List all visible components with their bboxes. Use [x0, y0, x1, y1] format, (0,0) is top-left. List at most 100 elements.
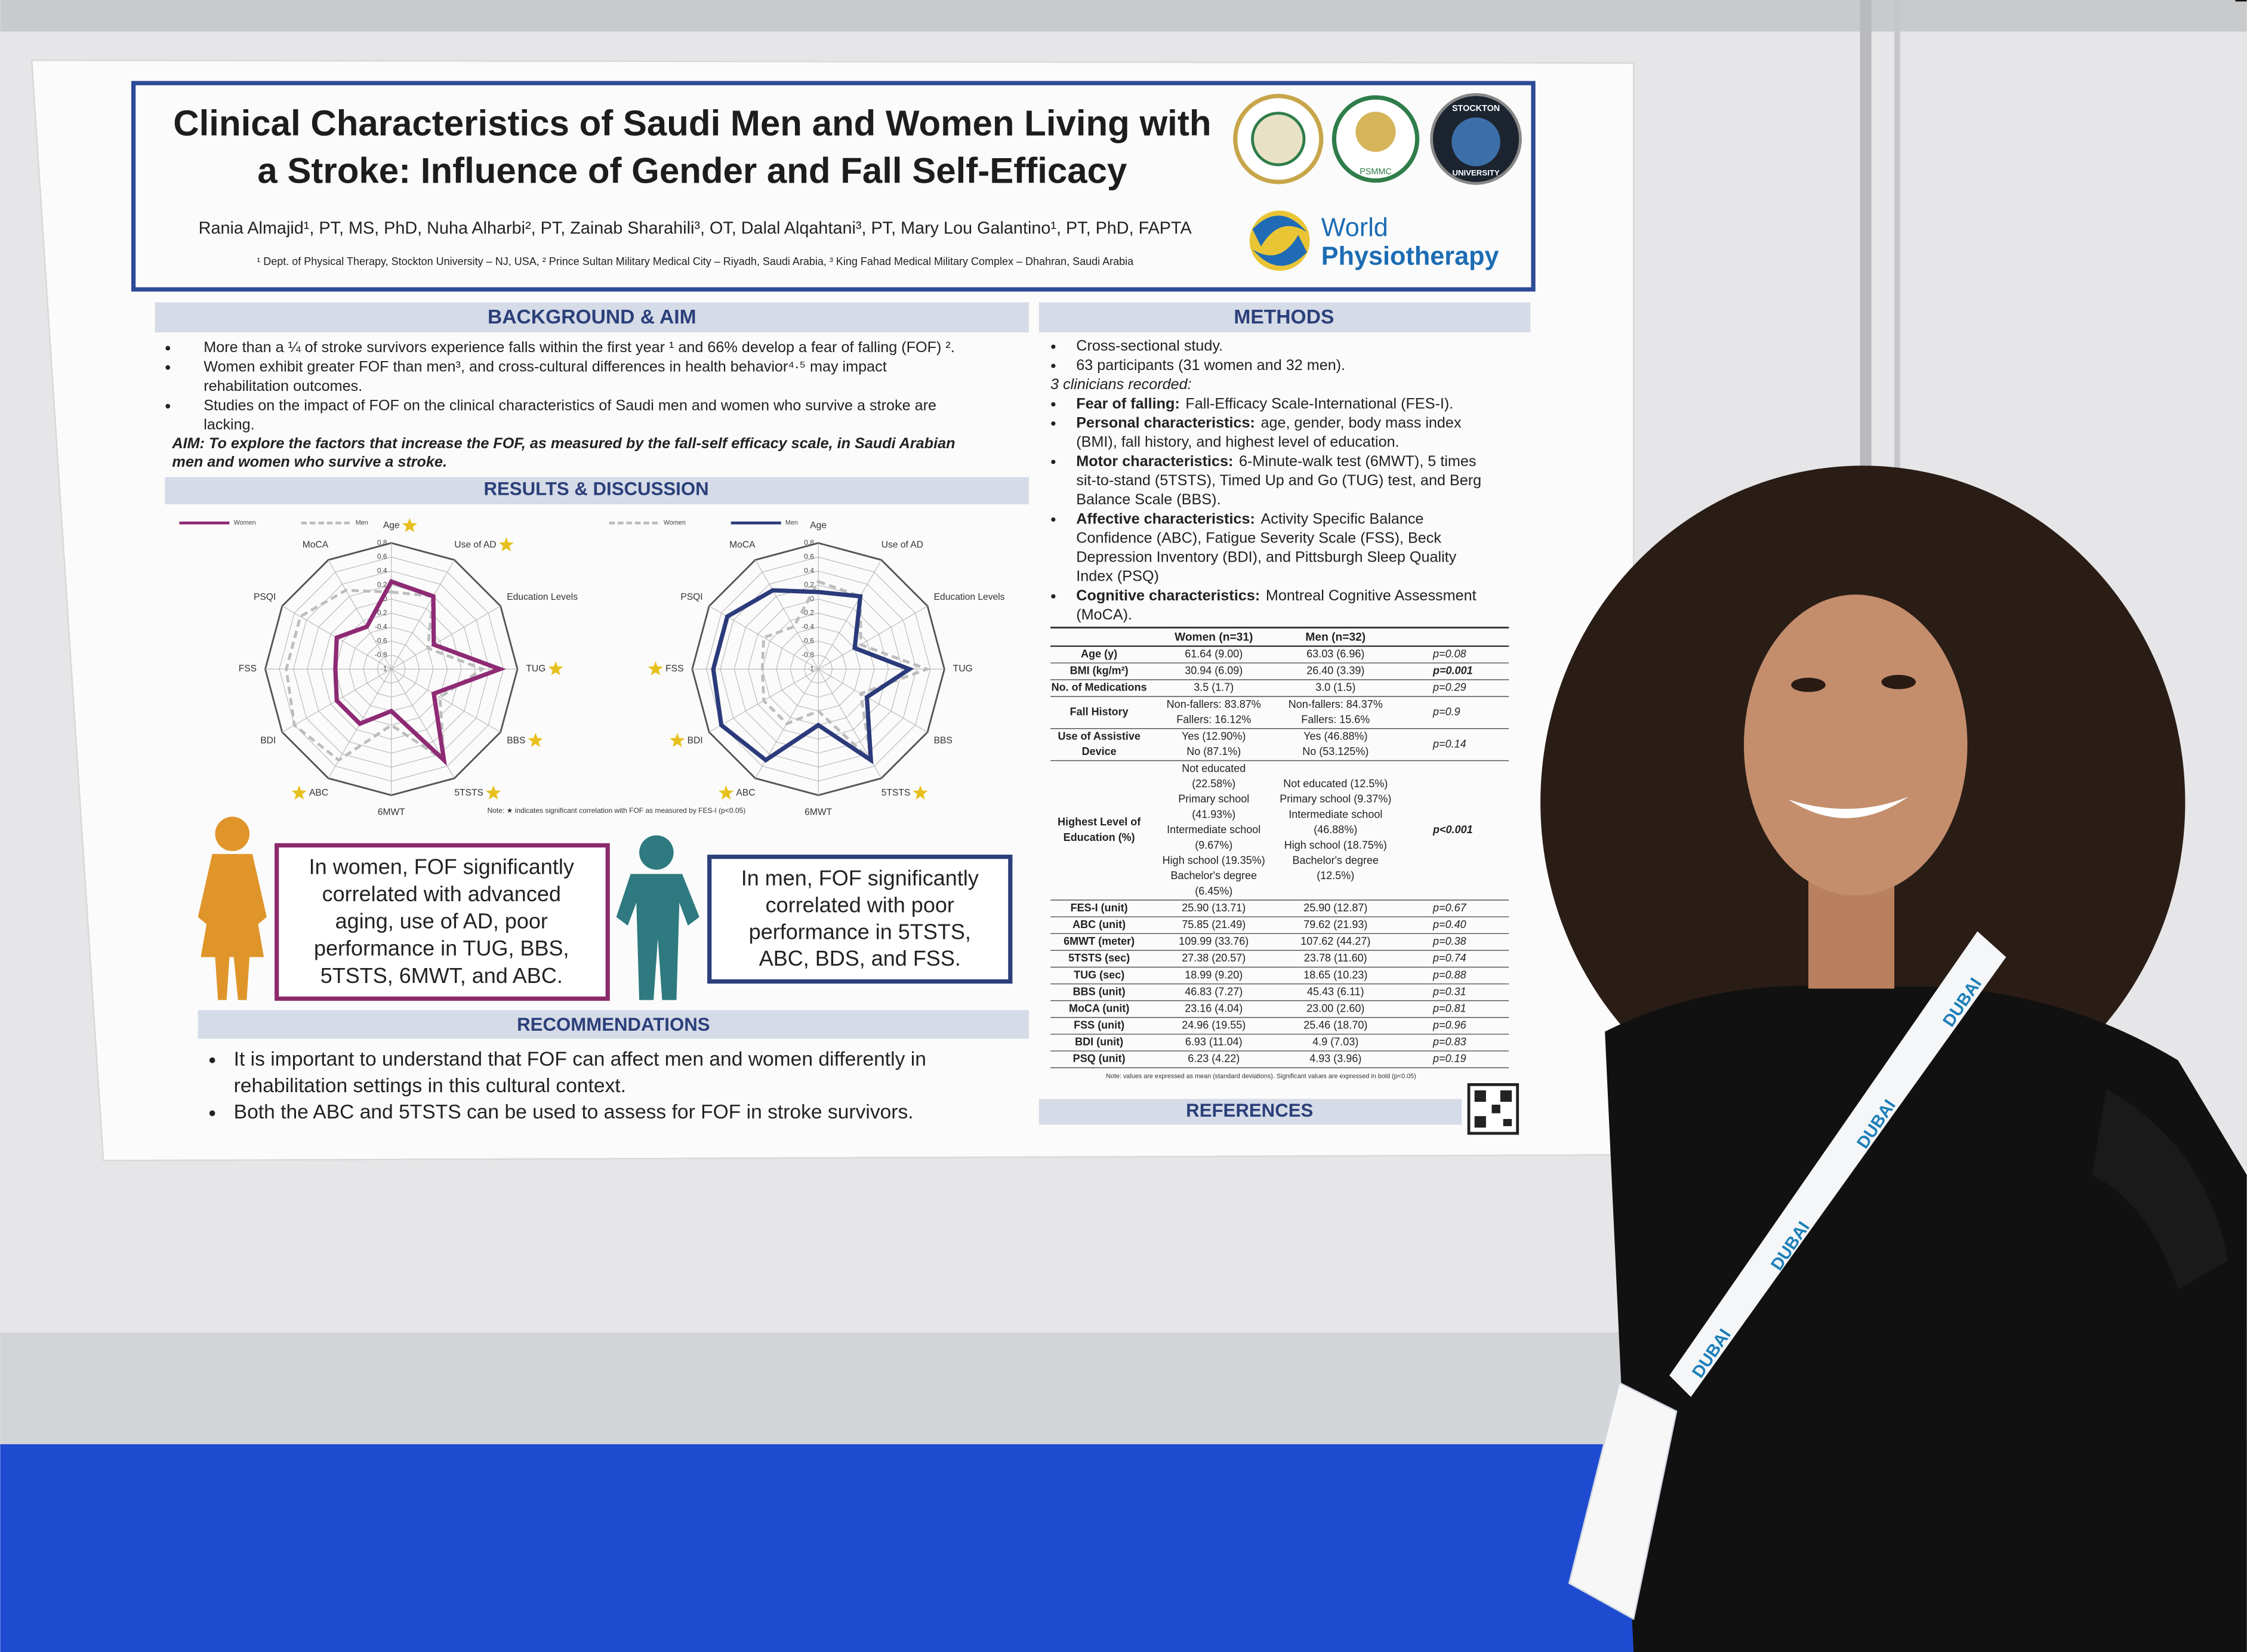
section-heading: BACKGROUND & AIM	[488, 306, 696, 328]
badge	[1568, 1381, 1678, 1620]
cell: Intermediate school	[1167, 824, 1260, 836]
qr	[1503, 1118, 1512, 1126]
finding-text: correlated with poor	[766, 892, 954, 917]
p-value: p=0.81	[1432, 1002, 1466, 1014]
axis-label: BBS	[934, 735, 953, 745]
axis-label: FSS	[239, 664, 257, 674]
cell: Fallers: 16.12%	[1176, 713, 1251, 725]
table-note: Note: values are expressed as mean (stan…	[1106, 1072, 1416, 1080]
axis-label: MoCA	[729, 540, 756, 550]
method-text: Montreal Cognitive Assessment	[1266, 587, 1477, 604]
section-bar	[1038, 302, 1531, 332]
bullet-text: lacking.	[204, 417, 254, 433]
title: Clinical Characteristics of Saudi Men an…	[173, 103, 1211, 143]
axis-label: 6MWT	[378, 807, 405, 817]
cell: 79.62 (21.93)	[1303, 919, 1367, 930]
axis-label: BDI	[260, 735, 276, 745]
section-heading: REFERENCES	[1186, 1100, 1313, 1121]
title: a Stroke: Influence of Gender and Fall S…	[257, 150, 1127, 190]
cell: Primary school (9.37%)	[1280, 793, 1391, 805]
bullet	[1051, 363, 1056, 368]
method-line: Balance Scale (BBS).	[1076, 491, 1220, 508]
table-header: Men (n=32)	[1305, 631, 1366, 643]
finding-text: In women, FOF significantly	[309, 854, 574, 879]
table-header: Women (n=31)	[1175, 631, 1253, 643]
cell: Bachelor's degree	[1170, 870, 1257, 882]
bullet-text: Both the ABC and 5TSTS can be used to as…	[234, 1101, 914, 1123]
logo-text: PSMMC	[1360, 167, 1392, 177]
p-value: p=0.38	[1432, 935, 1466, 947]
method-label: Affective characteristics:	[1076, 510, 1255, 527]
spoke	[391, 668, 501, 733]
silhouette	[215, 816, 250, 852]
woman-silhouette	[198, 816, 267, 1000]
cell: Yes (46.88%)	[1303, 731, 1367, 742]
sleeve	[2092, 1089, 2228, 1290]
eye	[1881, 674, 1916, 689]
axis-label: BBS	[507, 735, 525, 745]
finding-text: correlated with advanced	[322, 882, 561, 906]
axis-label: PSQI	[254, 592, 276, 602]
method-line: Depression Inventory (BDI), and Pittsbur…	[1076, 548, 1456, 565]
star	[913, 785, 928, 800]
aim: AIM: To explore the factors that increas…	[171, 435, 955, 452]
finding-text: performance in TUG, BBS,	[314, 936, 569, 960]
method-line: (MoCA).	[1076, 606, 1132, 623]
method-line: Motor characteristics: 6-Minute-walk test…	[1076, 453, 1476, 470]
radial-tick-label: 0.8	[804, 538, 814, 547]
bullet	[1051, 421, 1056, 426]
spoke	[391, 605, 501, 670]
qr	[1491, 1104, 1500, 1114]
spoke	[818, 559, 882, 670]
row-label: BMI (kg/m²)	[1070, 665, 1129, 677]
p-value: p=0.9	[1432, 706, 1460, 718]
legend-label: Women	[234, 519, 256, 526]
bullet-text: Studies on the impact of FOF on the clin…	[204, 397, 936, 414]
bullet	[1051, 402, 1056, 407]
bullet	[1051, 344, 1056, 349]
row-label: BDI (unit)	[1075, 1036, 1123, 1048]
cell: (6.45%)	[1195, 885, 1232, 897]
cell: Primary school	[1178, 793, 1249, 805]
bullet	[1051, 594, 1056, 599]
bullet-text: It is important to understand that FOF c…	[234, 1048, 926, 1070]
row-label: Device	[1082, 745, 1117, 757]
finding-text: In men, FOF significantly	[741, 866, 979, 890]
spoke	[328, 559, 392, 670]
logo	[1355, 112, 1396, 152]
bullet	[209, 1110, 215, 1117]
cell: 109.99 (33.76)	[1179, 935, 1249, 947]
axis-label: MoCA	[303, 540, 329, 550]
cell: 25.46 (18.70)	[1303, 1019, 1367, 1031]
row-label: 6MWT (meter)	[1064, 935, 1135, 947]
row-label: BBS (unit)	[1073, 985, 1126, 997]
star	[498, 537, 514, 551]
logo-text: UNIVERSITY	[1453, 168, 1500, 177]
cell: Intermediate school	[1289, 808, 1382, 820]
method-line: Cross-sectional study.	[1076, 338, 1223, 355]
axis-label: Age	[383, 520, 400, 531]
p-value: p=0.31	[1432, 985, 1466, 997]
method-label: Cognitive characteristics:	[1076, 587, 1260, 604]
cell: 107.62 (44.27)	[1300, 935, 1370, 947]
cell: 27.38 (20.57)	[1182, 952, 1246, 964]
cell: 3.5 (1.7)	[1194, 682, 1234, 694]
radial-tick-label: -0.2	[802, 608, 814, 617]
bullet	[1051, 517, 1056, 522]
method-text: Fall-Efficacy Scale-International (FES-I…	[1185, 395, 1453, 412]
star	[648, 661, 663, 676]
cell: Non-fallers: 84.37%	[1289, 698, 1383, 710]
row-label: Education (%)	[1064, 831, 1135, 843]
row-label: TUG (sec)	[1074, 969, 1124, 981]
logo	[1451, 117, 1500, 167]
cell: 23.16 (4.04)	[1185, 1002, 1243, 1014]
finding-text: 5TSTS, 6MWT, and ABC.	[320, 963, 563, 988]
women-box	[275, 843, 610, 1001]
cell: 4.9 (7.03)	[1312, 1036, 1358, 1048]
method-line: Cognitive characteristics: Montreal Cogni…	[1076, 587, 1476, 604]
cell: Non-fallers: 83.87%	[1167, 698, 1261, 710]
edge	[2235, 0, 2247, 2]
radial-tick-label: -1	[381, 664, 387, 673]
section-bar	[198, 1010, 1030, 1039]
cell: 18.99 (9.20)	[1185, 969, 1243, 981]
